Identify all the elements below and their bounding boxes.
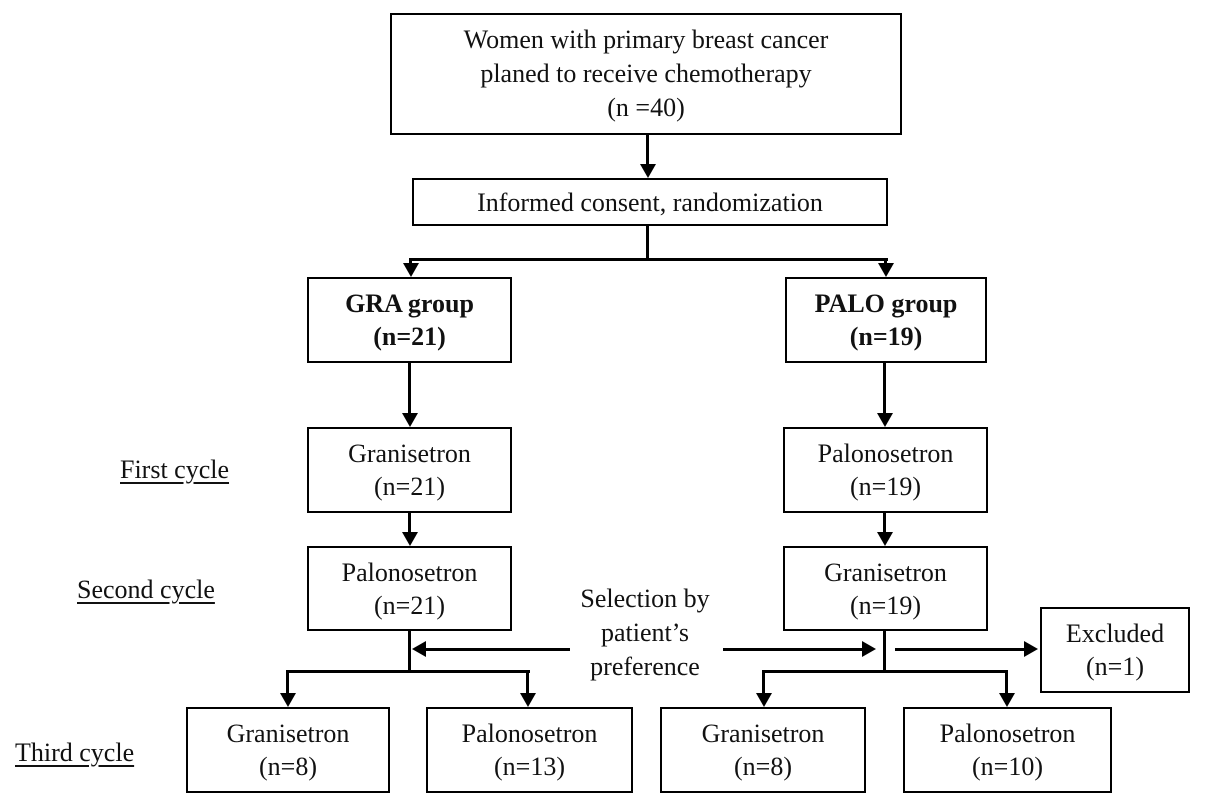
- row-label-second-cycle: Second cycle: [77, 575, 215, 604]
- node-palo-group: PALO group (n=19): [785, 277, 987, 363]
- arrowhead-down: [402, 413, 418, 427]
- connector-second-splitbar-gra: [408, 631, 411, 673]
- node-second-cycle-gra: Palonosetron (n=21): [307, 546, 512, 631]
- arrowhead-down: [280, 693, 296, 707]
- row-label-third-cycle: Third cycle: [15, 738, 135, 767]
- annotation-selection-preference: Selection by patient’s preference: [555, 582, 735, 684]
- connector-randomization-split: [646, 226, 649, 261]
- node-line: (n=8): [734, 752, 792, 781]
- node-line: (n=10): [972, 752, 1043, 781]
- node-line: (n=21): [373, 322, 446, 351]
- connector-first-second-gra: [408, 513, 411, 534]
- connector-third-palo2: [1005, 670, 1008, 694]
- node-line: (n=19): [850, 472, 921, 501]
- node-enrollment: Women with primary breast cancer planed …: [390, 13, 902, 135]
- node-line: Palonosetron: [341, 557, 478, 587]
- connector-first-second-palo: [883, 513, 886, 534]
- row-label-first-cycle: First cycle: [120, 455, 230, 484]
- connector-gra-first: [408, 363, 411, 415]
- node-line: (n=19): [850, 590, 921, 620]
- node-line: Women with primary breast cancer: [463, 25, 829, 54]
- node-third-gra-palonosetron: Palonosetron (n=13): [426, 707, 633, 793]
- connector-second-splitbar-palo: [883, 631, 886, 673]
- node-line: (n=21): [374, 590, 445, 620]
- node-line: planed to receive chemotherapy: [480, 59, 812, 88]
- node-line: Palonosetron: [461, 719, 598, 748]
- node-line: GRA group: [345, 289, 474, 318]
- node-first-cycle-gra: Granisetron (n=21): [307, 427, 512, 513]
- node-line: Granisetron: [701, 719, 825, 748]
- arrowhead-down: [878, 263, 894, 277]
- connector-enrollment-randomization: [646, 135, 649, 166]
- arrowhead-right: [862, 641, 876, 657]
- arrowhead-down: [756, 693, 772, 707]
- node-line: Granisetron: [824, 557, 947, 587]
- arrowhead-down: [877, 532, 893, 546]
- node-third-palo-granisetron: Granisetron (n=8): [660, 707, 866, 793]
- annotation-line: Selection by: [580, 584, 710, 613]
- arrowhead-down: [877, 413, 893, 427]
- node-line: Informed consent, randomization: [477, 187, 823, 217]
- node-line: Palonosetron: [817, 439, 954, 468]
- node-third-gra-granisetron: Granisetron (n=8): [186, 707, 390, 793]
- arrowhead-right: [1024, 641, 1038, 657]
- connector-third-palo1: [762, 670, 765, 694]
- annotation-line: preference: [590, 652, 700, 681]
- connector-split-gra: [409, 258, 412, 265]
- connector-palo-first: [883, 363, 886, 415]
- arrowhead-down: [403, 263, 419, 277]
- arrowhead-down: [520, 693, 536, 707]
- connector-third-gra2: [526, 670, 529, 694]
- selection-arrow-right-shaft: [723, 648, 863, 651]
- node-line: Excluded: [1065, 619, 1165, 648]
- node-line: (n=19): [849, 322, 923, 351]
- arrowhead-down: [402, 532, 418, 546]
- node-second-cycle-palo: Granisetron (n=19): [783, 546, 988, 631]
- connector-third-gra1: [286, 670, 289, 694]
- split-bar-third-gra: [287, 670, 530, 673]
- connector-split-palo: [884, 258, 887, 265]
- node-line: Granisetron: [226, 719, 350, 748]
- node-line: (n=13): [494, 752, 565, 781]
- node-line: PALO group: [814, 289, 958, 318]
- node-line: (n=21): [374, 472, 445, 501]
- node-gra-group: GRA group (n=21): [307, 277, 512, 363]
- selection-arrow-left-shaft: [424, 648, 570, 651]
- arrowhead-down: [640, 164, 656, 178]
- node-excluded: Excluded (n=1): [1040, 607, 1190, 693]
- node-line: Granisetron: [348, 439, 471, 468]
- arrowhead-down: [999, 693, 1015, 707]
- node-line: (n =40): [607, 93, 685, 122]
- split-bar-third-palo: [763, 670, 1008, 673]
- node-first-cycle-palo: Palonosetron (n=19): [783, 427, 988, 513]
- annotation-line: patient’s: [600, 618, 690, 647]
- node-third-palo-palonosetron: Palonosetron (n=10): [903, 707, 1112, 793]
- connector-excluded-shaft: [895, 648, 1025, 651]
- arrowhead-left: [412, 641, 426, 657]
- split-bar-groups: [410, 258, 888, 261]
- node-line: (n=1): [1086, 652, 1144, 681]
- node-randomization: Informed consent, randomization: [412, 178, 888, 226]
- node-line: Palonosetron: [939, 719, 1076, 748]
- node-line: (n=8): [259, 752, 317, 781]
